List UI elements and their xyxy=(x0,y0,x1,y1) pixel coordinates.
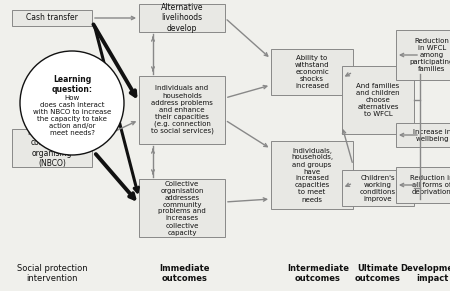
Text: Ultimate
outcomes: Ultimate outcomes xyxy=(355,264,401,283)
Text: Ability to
withstand
economic
shocks
increased: Ability to withstand economic shocks inc… xyxy=(295,55,329,89)
Text: Learning
question:: Learning question: xyxy=(51,75,93,94)
Text: Children's
working
conditions
improve: Children's working conditions improve xyxy=(360,175,396,201)
FancyBboxPatch shape xyxy=(271,49,353,95)
Text: Individuals,
households,
and groups
have
increased
capacities
to meet
needs: Individuals, households, and groups have… xyxy=(291,148,333,203)
FancyBboxPatch shape xyxy=(396,123,450,147)
Text: Social protection
intervention: Social protection intervention xyxy=(17,264,87,283)
Text: Immediate
outcomes: Immediate outcomes xyxy=(160,264,210,283)
Ellipse shape xyxy=(20,51,124,155)
Text: Reduction
in WFCL
among
participating
families: Reduction in WFCL among participating fa… xyxy=(410,38,450,72)
Text: Increase in
wellbeing: Increase in wellbeing xyxy=(413,129,450,141)
FancyBboxPatch shape xyxy=(139,4,225,32)
Text: How
does cash interact
with NBCO to increase
the capacity to take
action and/or
: How does cash interact with NBCO to incr… xyxy=(33,95,111,136)
FancyBboxPatch shape xyxy=(12,129,92,167)
FancyBboxPatch shape xyxy=(271,141,353,209)
FancyBboxPatch shape xyxy=(12,10,92,26)
Text: Alternative
livelihoods
develop: Alternative livelihoods develop xyxy=(161,3,203,33)
FancyBboxPatch shape xyxy=(396,167,450,203)
Text: Cash transfer: Cash transfer xyxy=(26,13,78,22)
Text: Reduction in
all forms of
deprivation: Reduction in all forms of deprivation xyxy=(410,175,450,195)
FancyBboxPatch shape xyxy=(139,179,225,237)
Text: Collective
organisation
addresses
community
problems and
increases
collective
ca: Collective organisation addresses commun… xyxy=(158,180,206,235)
FancyBboxPatch shape xyxy=(342,66,414,134)
Text: Intermediate
outcomes: Intermediate outcomes xyxy=(287,264,349,283)
Text: And families
and children
choose
alternatives
to WFCL: And families and children choose alterna… xyxy=(356,83,400,117)
FancyBboxPatch shape xyxy=(139,76,225,144)
Text: Individuals and
households
address problems
and enhance
their capacities
(e.g. c: Individuals and households address probl… xyxy=(151,86,213,134)
FancyBboxPatch shape xyxy=(396,30,450,80)
Text: Needs-based
community
organising
(NBCO): Needs-based community organising (NBCO) xyxy=(27,128,77,168)
FancyBboxPatch shape xyxy=(342,170,414,206)
Text: Development
impact: Development impact xyxy=(400,264,450,283)
